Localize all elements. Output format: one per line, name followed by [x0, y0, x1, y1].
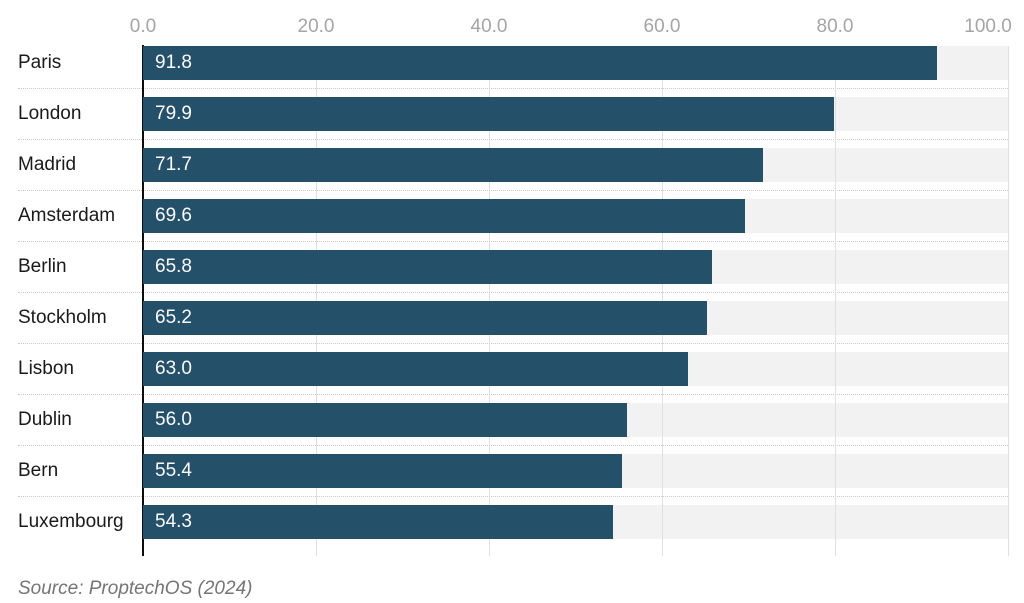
city-label: Luxembourg: [18, 511, 124, 532]
chart-row: Luxembourg 54.3: [0, 505, 1008, 556]
bar-track: 65.2: [143, 301, 1008, 335]
bar-value-label: 63.0: [155, 358, 192, 379]
city-label: Amsterdam: [18, 205, 116, 226]
chart-rows: Paris 91.8 London 79.9 Madrid 71.7 Amste…: [0, 46, 1008, 556]
bar-track: 79.9: [143, 97, 1008, 131]
bar: 65.8: [143, 250, 713, 284]
city-label: Lisbon: [18, 358, 74, 379]
chart-row: London 79.9: [0, 97, 1008, 148]
bar-track: 91.8: [143, 46, 1008, 80]
bar-track: 65.8: [143, 250, 1008, 284]
chart-row: Stockholm 65.2: [0, 301, 1008, 352]
x-axis-tick: 100.0: [964, 16, 1012, 37]
bar-value-label: 91.8: [155, 52, 192, 73]
chart-row: Bern 55.4: [0, 454, 1008, 505]
bar-value-label: 69.6: [155, 205, 192, 226]
x-axis-tick: 40.0: [470, 16, 508, 37]
bar-track: 69.6: [143, 199, 1008, 233]
bar-track: 56.0: [143, 403, 1008, 437]
bar-value-label: 54.3: [155, 511, 192, 532]
bar: 79.9: [143, 97, 835, 131]
bar: 56.0: [143, 403, 628, 437]
bar-value-label: 56.0: [155, 409, 192, 430]
chart-row: Dublin 56.0: [0, 403, 1008, 454]
x-axis-tick: 0.0: [129, 16, 157, 37]
bar-value-label: 55.4: [155, 460, 192, 481]
bar-track: 71.7: [143, 148, 1008, 182]
chart-row: Paris 91.8: [0, 46, 1008, 97]
bar-track: 54.3: [143, 505, 1008, 539]
chart-row: Amsterdam 69.6: [0, 199, 1008, 250]
bar-value-label: 65.8: [155, 256, 192, 277]
chart-row: Berlin 65.8: [0, 250, 1008, 301]
bar-track: 55.4: [143, 454, 1008, 488]
x-axis-tick: 60.0: [643, 16, 681, 37]
bar: 63.0: [143, 352, 688, 386]
bar-value-label: 65.2: [155, 307, 192, 328]
bar: 55.4: [143, 454, 623, 488]
city-label: Madrid: [18, 154, 77, 175]
city-label: Berlin: [18, 256, 67, 277]
bar-track: 63.0: [143, 352, 1008, 386]
city-label: Dublin: [18, 409, 72, 430]
city-label: Bern: [18, 460, 59, 481]
x-axis: 0.0 20.0 40.0 60.0 80.0 100.0: [130, 0, 1012, 46]
plot-area: Paris 91.8 London 79.9 Madrid 71.7 Amste…: [0, 45, 1009, 556]
city-label: Paris: [18, 52, 62, 73]
bar: 71.7: [143, 148, 764, 182]
chart-row: Lisbon 63.0: [0, 352, 1008, 403]
city-label: Stockholm: [18, 307, 107, 328]
x-axis-tick: 80.0: [816, 16, 854, 37]
bar: 54.3: [143, 505, 613, 539]
x-axis-tick: 20.0: [297, 16, 335, 37]
gridline: [1008, 46, 1009, 556]
city-label: London: [18, 103, 82, 124]
bar-value-label: 71.7: [155, 154, 192, 175]
chart-row: Madrid 71.7: [0, 148, 1008, 199]
source-note: Source: ProptechOS (2024): [18, 578, 253, 599]
bar-value-label: 79.9: [155, 103, 192, 124]
bar: 91.8: [143, 46, 938, 80]
bar: 65.2: [143, 301, 707, 335]
bar: 69.6: [143, 199, 746, 233]
